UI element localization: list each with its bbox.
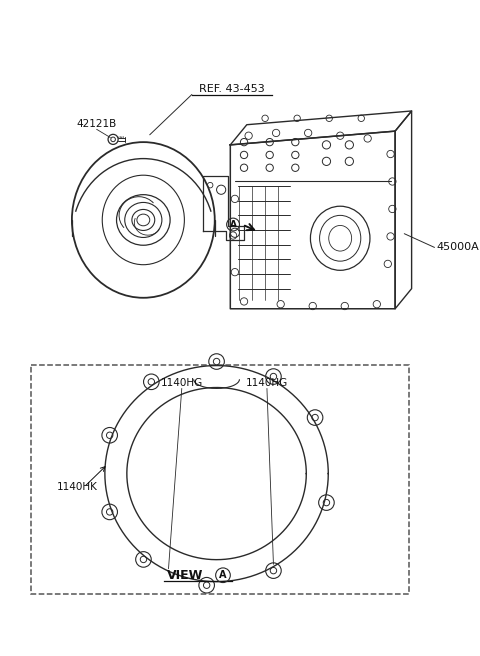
- Text: REF. 43-453: REF. 43-453: [199, 83, 265, 94]
- Text: 1140HG: 1140HG: [246, 378, 288, 388]
- Text: 42121B: 42121B: [76, 119, 117, 129]
- Text: A: A: [219, 570, 227, 580]
- Text: 1140HK: 1140HK: [56, 482, 97, 492]
- Text: 1140HG: 1140HG: [161, 378, 203, 388]
- Text: A: A: [229, 220, 237, 229]
- Bar: [31, 365, 409, 594]
- Text: 45000A: 45000A: [436, 243, 479, 253]
- Text: VIEW: VIEW: [167, 569, 203, 582]
